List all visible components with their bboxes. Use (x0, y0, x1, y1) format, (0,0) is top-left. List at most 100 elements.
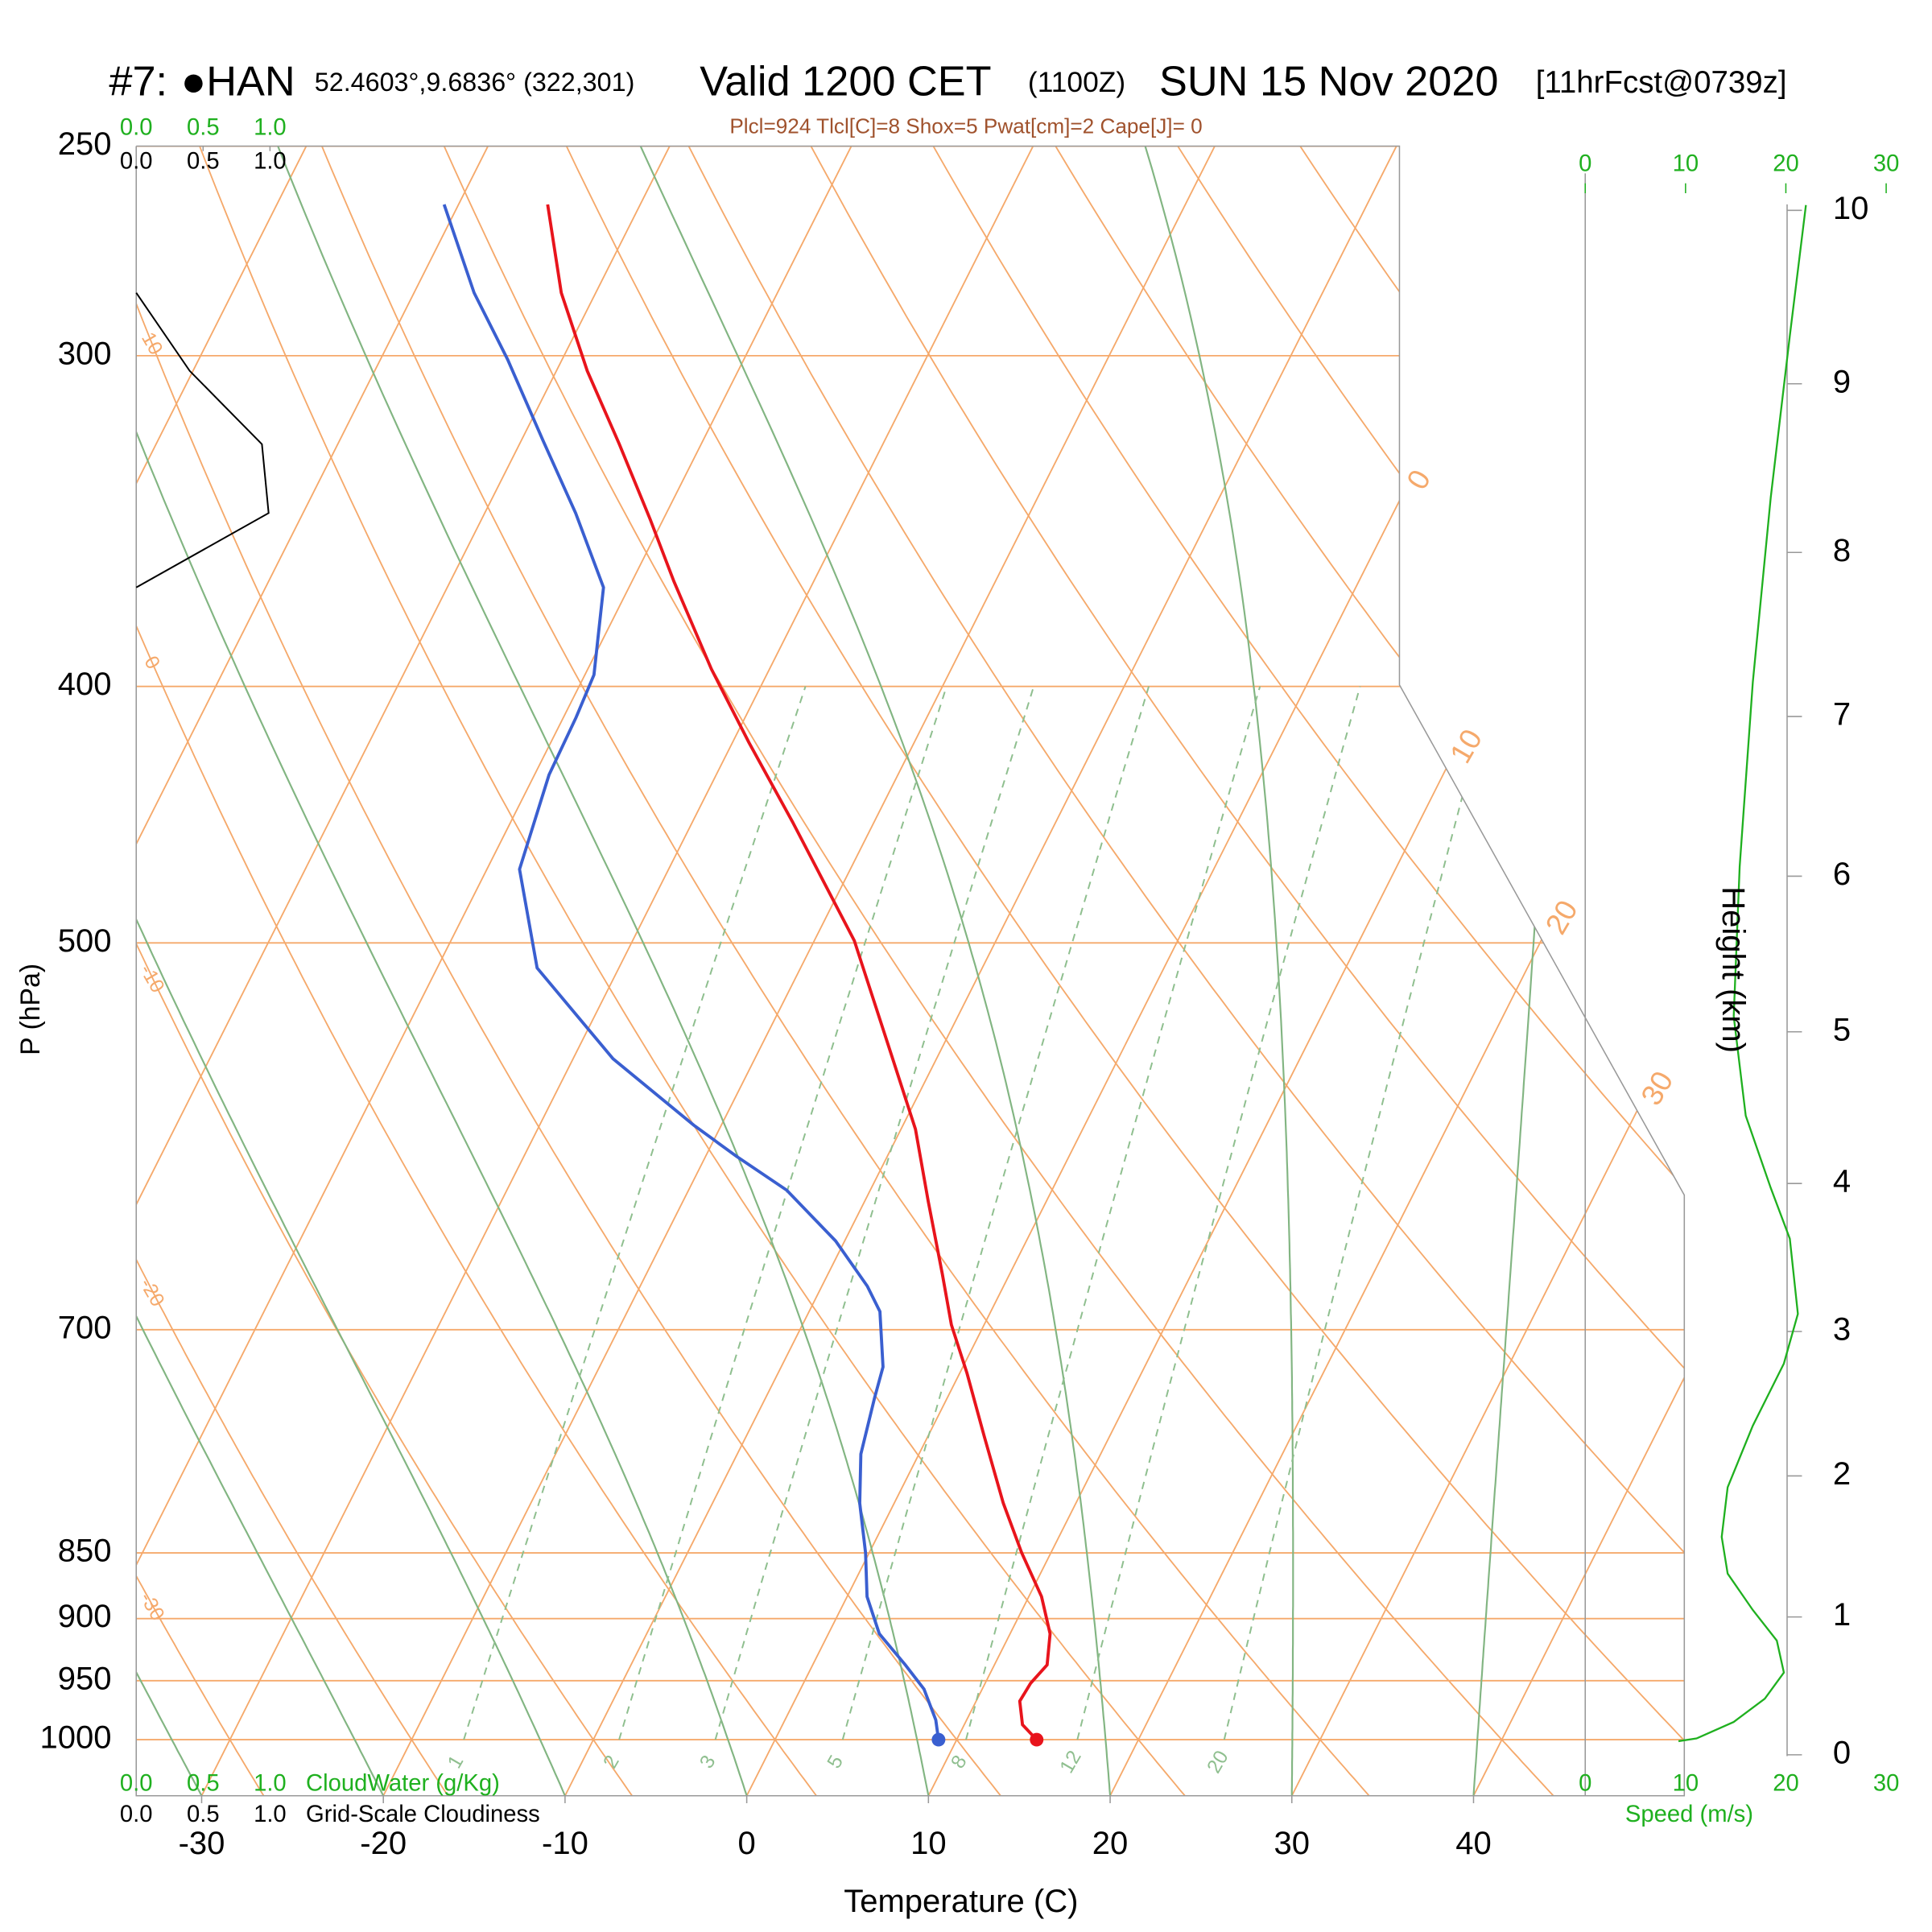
isotherm (136, 146, 671, 1796)
dry-adiabat (136, 146, 449, 1796)
x-axis-label: Temperature (C) (844, 1884, 1078, 1919)
isotherm (1472, 146, 1685, 1796)
cloud-tick-label: 0.5 (187, 1771, 220, 1797)
y-tick-label: 950 (58, 1661, 112, 1696)
dry-adiabat (136, 146, 1001, 1796)
moist-adiabat (136, 146, 748, 1796)
x-tick-label: 30 (1274, 1826, 1311, 1861)
mixing-ratio-line (1223, 686, 1493, 1740)
y-axis-label: P (hPa) (15, 964, 46, 1055)
cloud-tick-label: 0.5 (187, 1802, 220, 1827)
cloud-tick-label: 0.0 (120, 1802, 153, 1827)
y-tick-label: 250 (58, 126, 112, 162)
height-tick-label: 8 (1833, 533, 1851, 568)
isotherm (200, 146, 1034, 1796)
height-tick-label: 10 (1833, 191, 1869, 226)
moist-adiabat (1144, 146, 1294, 1796)
isotherm (1109, 146, 1685, 1796)
speed-tick-label: 10 (1673, 151, 1699, 176)
dry-adiabat (320, 146, 1370, 1796)
height-tick-label: 0 (1833, 1735, 1851, 1770)
x-tick-label: 10 (910, 1826, 947, 1861)
y-tick-label: 500 (58, 923, 112, 959)
height-tick-label: 1 (1833, 1597, 1851, 1633)
x-tick-label: 20 (1092, 1826, 1129, 1861)
cloudiness-label: Grid-Scale Cloudiness (306, 1802, 540, 1827)
speed-tick-label: 30 (1873, 151, 1900, 176)
isotherm (1290, 146, 1685, 1796)
title-part: 52.4603°,9.6836° (322,301) (315, 68, 635, 97)
speed-tick-label: 0 (1579, 1771, 1591, 1797)
dry-adiabat (565, 146, 1685, 1796)
dry-adiabat (810, 146, 1685, 1796)
x-tick-label: -20 (360, 1826, 407, 1861)
title-part: #7: (109, 58, 167, 105)
dry-adiabat (443, 146, 1554, 1796)
cloudiness-line (135, 292, 270, 588)
title-part: Valid 1200 CET (700, 58, 991, 105)
cloud-tick-label: 1.0 (254, 115, 287, 141)
dry-adiabat (136, 146, 633, 1796)
y-tick-label: 400 (58, 667, 112, 702)
y-tick-label: 1000 (39, 1720, 111, 1756)
moist-adiabat (277, 146, 930, 1796)
title-part: SUN 15 Nov 2020 (1159, 58, 1499, 105)
title-part: [11hrFcst@0739z] (1536, 65, 1787, 100)
cloud-tick-label: 0.5 (187, 115, 220, 141)
cloudwater-label: CloudWater (g/Kg) (306, 1771, 500, 1797)
y-tick-label: 850 (58, 1534, 112, 1569)
speed-tick-label: 20 (1773, 151, 1799, 176)
x-tick-label: 0 (738, 1826, 756, 1861)
x-tick-label: -30 (179, 1826, 225, 1861)
cloud-tick-label: 1.0 (254, 1802, 287, 1827)
mixing-ratio-line (714, 686, 1035, 1740)
cloud-tick-label: 1.0 (254, 148, 287, 174)
mixing-ratio-line (841, 686, 1150, 1740)
dry-adiabat (687, 146, 1685, 1796)
isotherm (382, 146, 1216, 1796)
x-tick-label: 40 (1455, 1826, 1492, 1861)
speed-tick-label: 30 (1873, 1771, 1900, 1797)
dry-adiabat (136, 146, 265, 1796)
surface-dot (931, 1732, 946, 1747)
dry-adiabat (136, 146, 817, 1796)
height-tick-label: 4 (1833, 1164, 1851, 1199)
cloud-tick-label: 0.0 (120, 1771, 153, 1797)
dry-adiabat (932, 146, 1685, 1796)
y-tick-label: 900 (58, 1599, 112, 1634)
cloud-tick-label: 0.0 (120, 115, 153, 141)
dry-adiabat (1055, 146, 1685, 1796)
height-tick-label: 5 (1833, 1012, 1851, 1047)
y-tick-label: 700 (58, 1310, 112, 1345)
height-tick-label: 9 (1833, 364, 1851, 399)
height-tick-label: 6 (1833, 857, 1851, 892)
profile-line (442, 204, 940, 1740)
height-tick-label: 7 (1833, 697, 1851, 733)
speed-tick-label: 20 (1773, 1771, 1799, 1797)
isotherm (136, 146, 308, 1796)
isotherm (136, 146, 489, 1796)
plot-frame (135, 145, 1686, 1797)
cloud-tick-label: 0.0 (120, 148, 153, 174)
wind-speed-line (1678, 204, 1807, 1743)
height-tick-label: 3 (1833, 1312, 1851, 1348)
mixing-ratio-line (1076, 686, 1361, 1740)
moist-adiabat (136, 146, 566, 1796)
profile-line (546, 204, 1052, 1741)
mixing-ratio-line (965, 686, 1261, 1740)
y-tick-label: 300 (58, 336, 112, 371)
cloud-tick-label: 1.0 (254, 1771, 287, 1797)
mixing-ratio-line (463, 686, 807, 1740)
wind-x-label: Speed (m/s) (1625, 1802, 1753, 1827)
surface-dot (1030, 1732, 1044, 1747)
isotherm (564, 146, 1397, 1796)
height-tick-label: 2 (1833, 1456, 1851, 1492)
height-axis-label: Height (km) (1715, 886, 1751, 1053)
x-tick-label: -10 (542, 1826, 588, 1861)
speed-tick-label: 0 (1579, 151, 1591, 176)
isotherm (136, 146, 852, 1796)
moist-adiabat (639, 146, 1112, 1796)
subtitle: Plcl=924 Tlcl[C]=8 Shox=5 Pwat[cm]=2 Cap… (729, 114, 1202, 138)
title-part: ●HAN (181, 58, 295, 105)
